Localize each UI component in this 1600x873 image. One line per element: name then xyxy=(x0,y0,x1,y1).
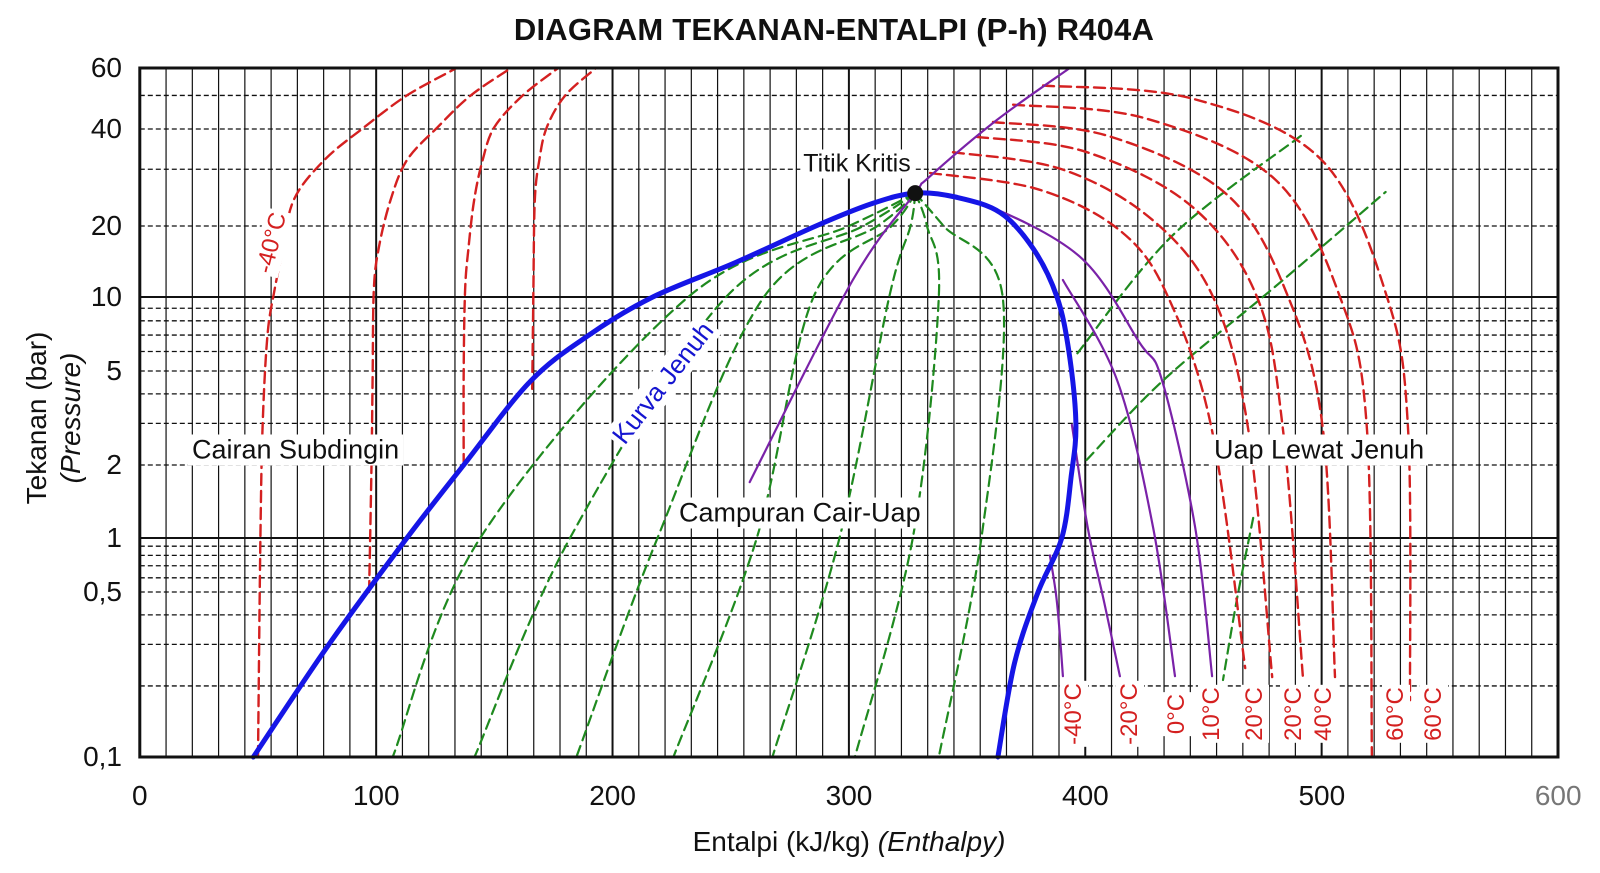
x-tick-label: 0 xyxy=(132,780,148,811)
critical-point-marker xyxy=(907,185,924,202)
x-axis-title: Entalpi (kJ/kg) (Enthalpy) xyxy=(0,826,1600,858)
x-tick-label: 300 xyxy=(825,780,873,811)
temperature-label: 0°C xyxy=(1163,691,1191,737)
isotherm-vapor xyxy=(928,171,1247,670)
isentrope-line xyxy=(914,192,1214,678)
quality-line xyxy=(575,192,917,759)
y-tick-label: 0,1 xyxy=(83,741,122,772)
x-tick-label: 200 xyxy=(589,780,636,811)
isotherm-liquid xyxy=(531,66,598,391)
region-label-subcooled: Cairan Subdingin xyxy=(188,434,404,466)
x-axis-label-italic: (Enthalpy) xyxy=(877,826,1006,857)
isotherm-liquid xyxy=(367,66,513,594)
quality-line xyxy=(853,192,941,759)
isotherm-vapor xyxy=(951,151,1274,679)
isotherm-vapor xyxy=(991,120,1337,679)
region-label-superheated: Uap Lewat Jenuh xyxy=(1210,434,1429,466)
y-tick-label: 40 xyxy=(90,113,122,144)
isotherm-vapor xyxy=(975,135,1305,679)
critical-point-label: Titik Kritis xyxy=(800,149,914,179)
temperature-label: 20°C xyxy=(1241,685,1269,743)
chart-title: DIAGRAM TEKANAN-ENTALPI (P-h) R404A xyxy=(513,12,1155,47)
isentrope-line xyxy=(1070,423,1121,678)
grid xyxy=(139,68,1558,757)
superheat-green-line xyxy=(1221,516,1255,682)
superheat-green-line xyxy=(1085,190,1387,462)
quality-line xyxy=(914,192,1006,759)
y-axis-label-italic: (Pressure) xyxy=(55,352,86,484)
quality-line xyxy=(771,192,917,759)
quality-line xyxy=(672,192,917,759)
isotherm-vapor xyxy=(1041,84,1412,702)
superheat-green-line xyxy=(1076,134,1303,355)
isotherm-vapor xyxy=(1011,103,1374,759)
plot-frame xyxy=(138,66,1560,759)
temperature-label: -20°C xyxy=(1116,681,1144,747)
y-tick-label: 10 xyxy=(90,281,122,312)
isentrope-line xyxy=(1048,554,1064,678)
y-tick-label: 5 xyxy=(106,355,122,386)
temperature-label: 60°C xyxy=(1420,685,1448,743)
y-axis-title: Tekanan (bar) (Pressure) xyxy=(20,332,88,505)
x-tick-label: 600 xyxy=(1534,780,1582,811)
temperature-label: 60°C xyxy=(1382,685,1410,743)
quality-line xyxy=(391,192,917,759)
temperature-label: 40°C xyxy=(1310,685,1338,743)
y-axis-label: Tekanan (bar) xyxy=(21,331,52,505)
temperature-label: -40°C xyxy=(1060,681,1088,747)
y-tick-label: 60 xyxy=(90,52,122,83)
x-tick-label: 100 xyxy=(352,780,400,811)
y-tick-label: 2 xyxy=(106,449,122,480)
isentrope-line xyxy=(1061,278,1177,678)
isentrope-line xyxy=(748,66,1071,484)
temperature-label: 20°C xyxy=(1280,685,1308,743)
temperature-label: 10°C xyxy=(1198,685,1226,743)
x-tick-label: 400 xyxy=(1062,780,1109,811)
y-tick-label: 1 xyxy=(106,522,122,553)
region-label-mixture: Campuran Cair-Uap xyxy=(675,497,925,529)
isotherm-liquid xyxy=(462,66,560,467)
x-axis-label: Entalpi (kJ/kg) xyxy=(692,826,870,857)
x-tick-label: 500 xyxy=(1298,780,1346,811)
y-tick-label: 20 xyxy=(90,210,122,241)
y-tick-label: 0,5 xyxy=(83,576,122,607)
